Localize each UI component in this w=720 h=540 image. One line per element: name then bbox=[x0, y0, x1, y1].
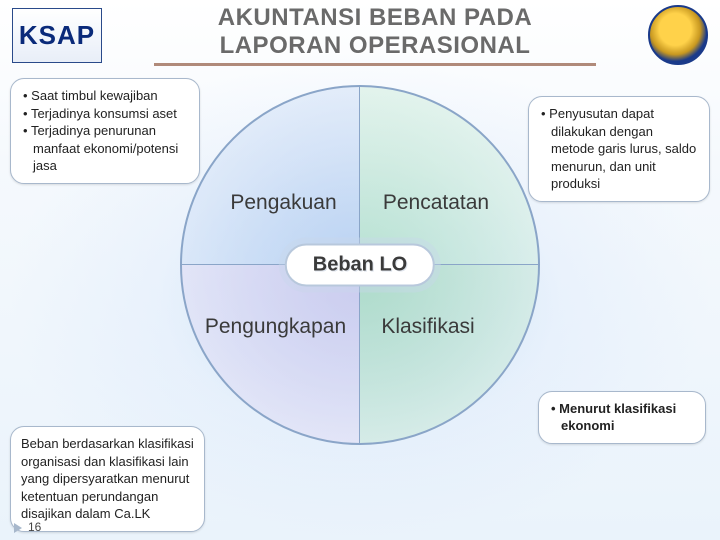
title-line-1: AKUNTANSI BEBAN PADA bbox=[124, 4, 626, 32]
callout-pencatatan: Penyusutan dapat dilakukan dengan metode… bbox=[528, 96, 710, 202]
callout-list: Penyusutan dapat dilakukan dengan metode… bbox=[539, 105, 699, 193]
callout-pengungkapan: Beban berdasarkan klasifikasi organisasi… bbox=[10, 426, 205, 532]
callout-item: Terjadinya konsumsi aset bbox=[23, 105, 189, 123]
title-block: AKUNTANSI BEBAN PADA LAPORAN OPERASIONAL bbox=[114, 4, 636, 66]
callout-klasifikasi: Menurut klasifikasi ekonomi bbox=[538, 391, 706, 444]
title-underline bbox=[154, 63, 596, 66]
page-arrow-icon bbox=[14, 523, 22, 533]
callout-list: Menurut klasifikasi ekonomi bbox=[549, 400, 695, 435]
callout-text: Beban berdasarkan klasifikasi organisasi… bbox=[21, 436, 194, 521]
ministry-logo-icon bbox=[648, 5, 708, 65]
callout-list: Saat timbul kewajiban Terjadinya konsums… bbox=[21, 87, 189, 175]
ksap-logo: KSAP bbox=[12, 8, 102, 63]
title-line-2: LAPORAN OPERASIONAL bbox=[124, 32, 626, 60]
ksap-logo-text: KSAP bbox=[19, 20, 95, 51]
center-label: Beban LO bbox=[285, 244, 435, 287]
callout-item: Saat timbul kewajiban bbox=[23, 87, 189, 105]
header: KSAP AKUNTANSI BEBAN PADA LAPORAN OPERAS… bbox=[0, 4, 720, 66]
callout-item: Penyusutan dapat dilakukan dengan metode… bbox=[541, 105, 699, 193]
callout-pengakuan: Saat timbul kewajiban Terjadinya konsums… bbox=[10, 78, 200, 184]
callout-item: Terjadinya penurunan manfaat ekonomi/pot… bbox=[23, 122, 189, 175]
quadrant-diagram: Pengakuan Pencatatan Pengungkapan Klasif… bbox=[180, 85, 540, 445]
callout-item: Menurut klasifikasi ekonomi bbox=[551, 400, 695, 435]
page-number: 16 bbox=[28, 520, 41, 534]
